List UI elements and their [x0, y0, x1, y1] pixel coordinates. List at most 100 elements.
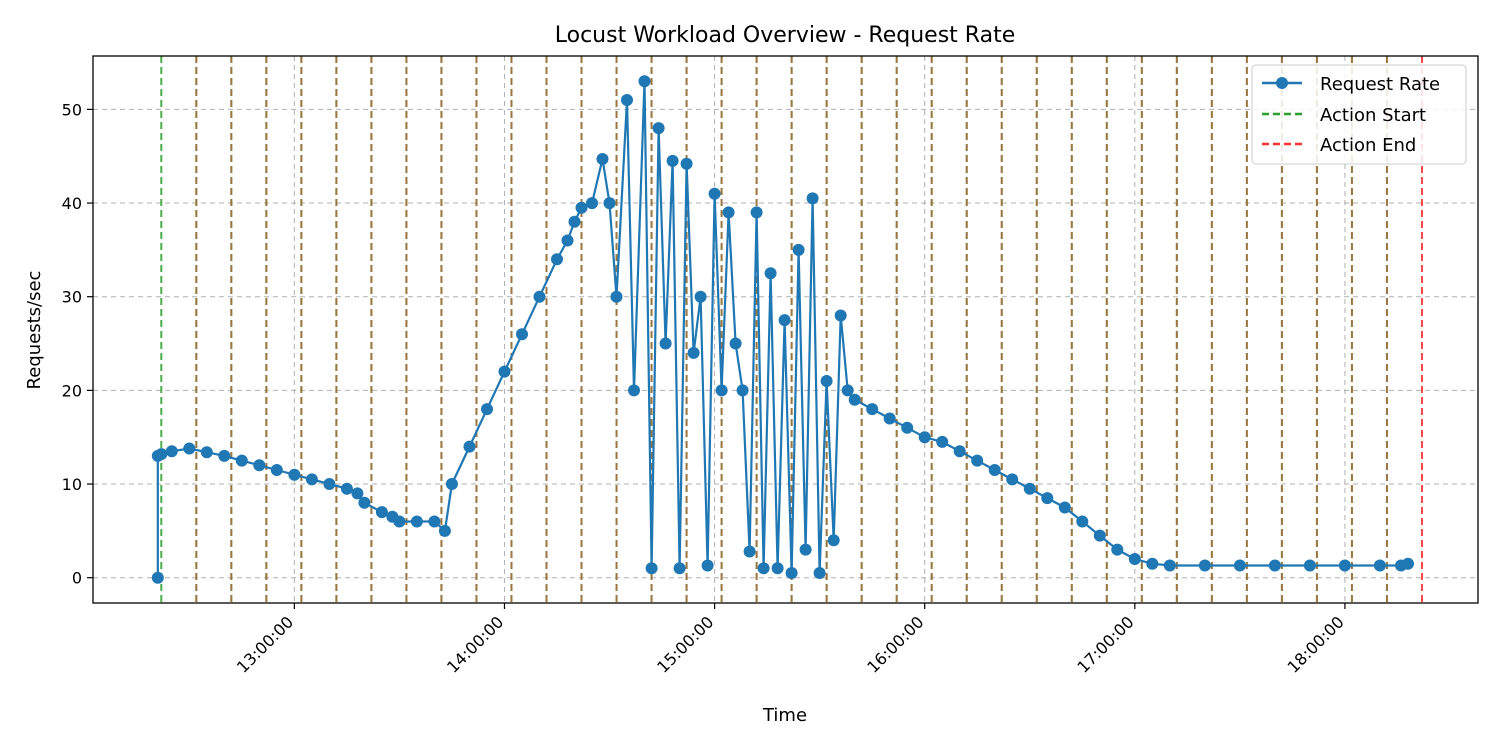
series-point — [666, 154, 679, 167]
series-point — [694, 290, 707, 303]
series-point — [1111, 543, 1124, 556]
series-point — [820, 375, 833, 387]
series-point — [757, 562, 770, 575]
series-point — [1338, 559, 1351, 572]
series-point — [750, 206, 763, 219]
series-point — [218, 449, 231, 462]
series-point — [438, 524, 451, 537]
series-point — [866, 403, 879, 416]
series-point — [200, 446, 213, 459]
series-point — [764, 267, 777, 280]
y-axis-label: Requests/sec — [24, 271, 45, 390]
series-point — [628, 384, 640, 397]
legend-box — [1251, 64, 1467, 165]
series-point — [1233, 559, 1246, 572]
series-point — [393, 515, 406, 528]
series-point — [445, 478, 458, 490]
series-point — [936, 435, 949, 448]
series-point — [340, 482, 353, 495]
series-point — [428, 515, 441, 528]
series-layer — [151, 75, 1414, 584]
series-point — [680, 157, 693, 170]
series-point — [1023, 482, 1036, 495]
series-point — [687, 346, 700, 359]
series-point — [799, 543, 812, 556]
series-point — [183, 442, 196, 455]
series-point — [708, 187, 721, 200]
series-point — [883, 412, 896, 425]
series-point — [1006, 473, 1019, 486]
y-tick-label: 40 — [62, 194, 82, 213]
series-point — [918, 431, 931, 444]
y-tick-label: 20 — [62, 381, 82, 400]
series-point — [1198, 559, 1211, 572]
series-point — [1128, 553, 1141, 565]
series-point — [848, 393, 861, 406]
series-point — [621, 94, 633, 106]
series-point — [533, 290, 546, 303]
series-point — [701, 559, 714, 572]
series-point — [778, 314, 791, 327]
y-tick-label: 10 — [62, 475, 82, 494]
series-point — [463, 440, 476, 453]
series-point — [1041, 492, 1054, 505]
series-point — [834, 309, 847, 322]
series-point — [155, 448, 168, 461]
series-point — [498, 365, 511, 378]
legend-label-action-end: Action End — [1320, 135, 1416, 156]
action-lines-layer — [160, 56, 1423, 603]
series-point — [901, 421, 914, 434]
series-point — [1268, 559, 1281, 572]
series-point — [1373, 559, 1386, 572]
series-point — [743, 545, 756, 558]
series-point — [1093, 529, 1106, 542]
y-tick-label: 0 — [72, 569, 82, 588]
series-point — [813, 567, 826, 579]
legend: Request Rate Action Start Action End — [1251, 64, 1467, 165]
series-point — [1058, 501, 1071, 514]
y-tick-label: 50 — [62, 100, 82, 119]
series-point — [792, 243, 805, 256]
series-point — [323, 478, 336, 490]
x-axis-label: Time — [762, 705, 807, 726]
series-point — [841, 384, 854, 397]
series-point — [1303, 559, 1316, 572]
series-point — [288, 468, 301, 481]
series-point — [596, 153, 609, 165]
series-point — [1163, 559, 1176, 572]
series-point — [568, 215, 581, 228]
series-point — [953, 445, 966, 458]
series-point — [827, 534, 840, 547]
series-point — [1402, 557, 1414, 570]
series-point — [785, 567, 798, 579]
series-point — [806, 192, 819, 205]
series-point — [652, 122, 665, 135]
series-point — [586, 197, 598, 210]
series-point — [610, 290, 623, 303]
series-point — [165, 445, 178, 458]
series-point — [410, 515, 423, 528]
series-point — [375, 506, 388, 519]
series-point — [561, 234, 574, 247]
y-tick-label: 30 — [62, 288, 82, 307]
series-point — [235, 454, 248, 467]
chart-title: Locust Workload Overview - Request Rate — [555, 23, 1015, 48]
series-point — [603, 197, 616, 210]
series-point — [305, 473, 318, 486]
series-point — [638, 75, 651, 88]
series-point — [715, 384, 728, 397]
series-point — [516, 328, 528, 341]
series-point — [971, 454, 984, 467]
legend-marker-request-rate — [1276, 77, 1288, 89]
series-point — [253, 459, 266, 472]
series-point — [729, 337, 742, 350]
series-point — [351, 487, 364, 500]
series-point — [151, 571, 164, 584]
series-point — [645, 562, 658, 575]
series-point — [771, 562, 784, 575]
legend-label-action-start: Action Start — [1320, 105, 1426, 126]
series-point — [722, 206, 735, 219]
